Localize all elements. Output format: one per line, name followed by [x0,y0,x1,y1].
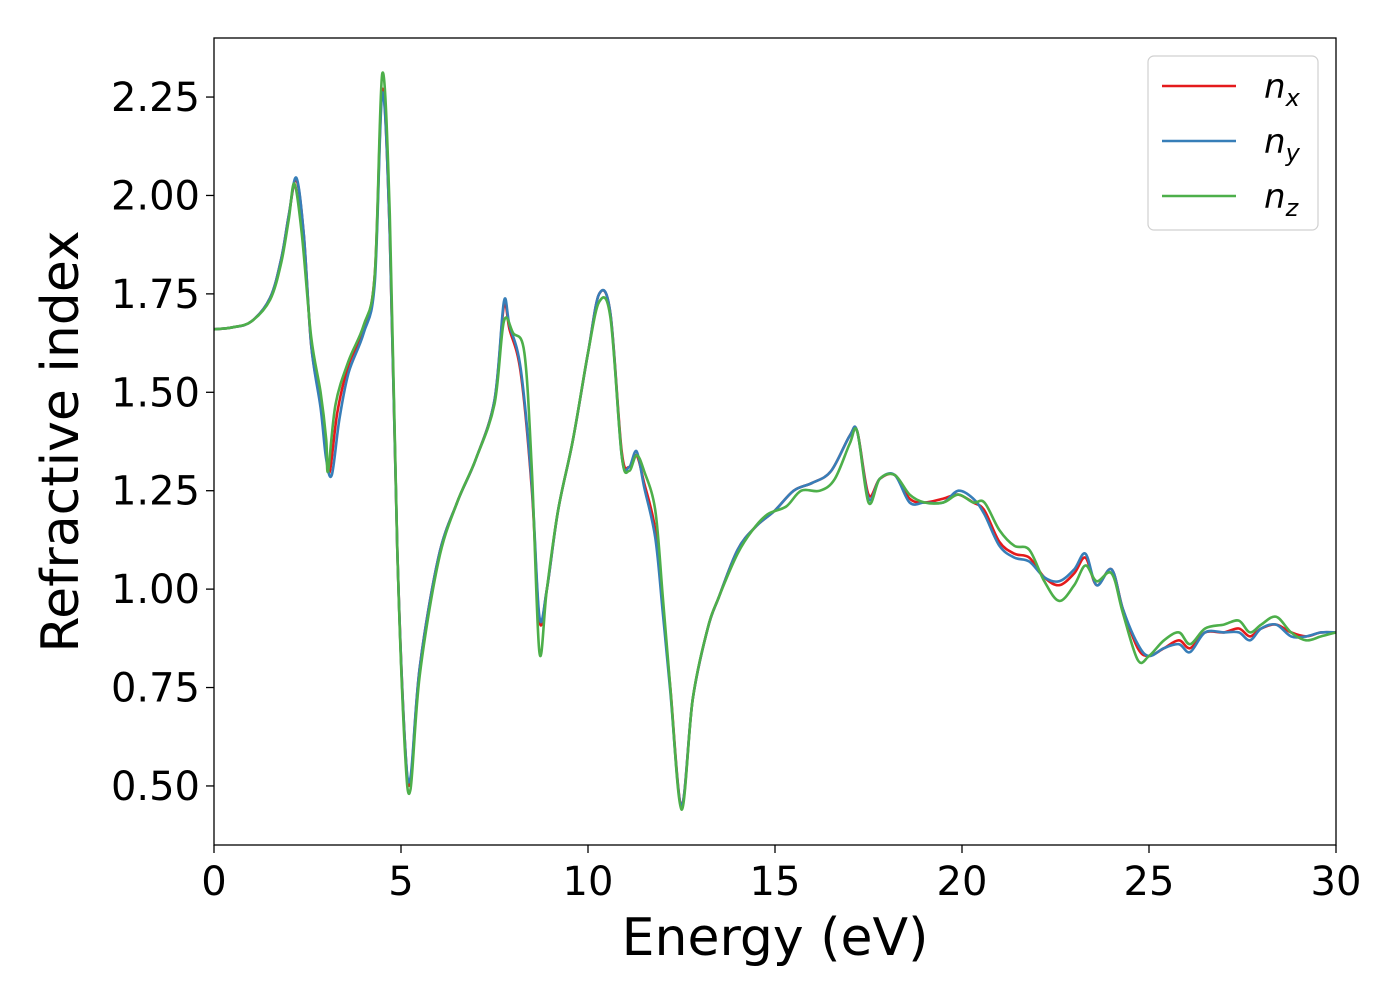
x-tick-label: 25 [1124,859,1175,905]
series-lines [213,71,1337,811]
y-tick-label: 0.50 [111,764,200,810]
legend-symbol: n [1264,67,1286,107]
x-tick-label: 15 [750,859,801,905]
x-axis-title: Energy (eV) [622,908,929,968]
legend-label-y: ny [1264,122,1301,167]
y-axis-title: Refractive index [31,230,91,652]
x-tick-label: 10 [563,859,614,905]
legend-subscript: y [1285,139,1301,167]
legend-box [1147,55,1319,231]
legend-symbol: n [1264,177,1286,217]
legend-subscript: z [1285,194,1300,222]
x-tick-label: 30 [1311,859,1362,905]
y-tick-label: 2.00 [111,173,200,219]
y-tick-label: 1.50 [111,370,200,416]
y-tick-label: 1.75 [111,272,200,318]
y-tick-label: 1.00 [111,567,200,613]
x-tick-label: 0 [201,859,226,905]
y-tick-label: 2.25 [111,75,200,121]
legend-label-x: nx [1264,67,1301,112]
series-line-z [213,71,1337,811]
legend-symbol: n [1264,122,1286,162]
y-tick-label: 1.25 [111,469,200,515]
x-tick-label: 5 [388,859,413,905]
legend-label-z: nz [1264,177,1300,222]
x-tick-label: 20 [937,859,988,905]
y-tick-label: 0.75 [111,666,200,712]
legend-subscript: x [1285,84,1301,112]
axis-ticks: 0 5 10 15 20 25 30 0.50 0.75 1.00 1.25 1.50 1.75 2.00… [111,75,1362,905]
